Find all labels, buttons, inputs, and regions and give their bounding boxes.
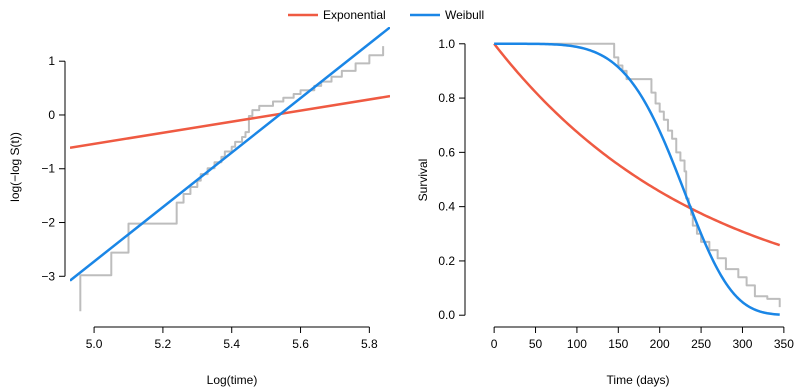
left-x-tick-label: 5.2 bbox=[155, 337, 172, 351]
right-x-tick-label: 200 bbox=[650, 337, 670, 351]
left-series-weibull bbox=[70, 27, 390, 282]
right-x-tick-label: 250 bbox=[691, 337, 711, 351]
right-y-tick-label: 0.6 bbox=[438, 145, 455, 159]
right-x-tick-label: 0 bbox=[491, 337, 498, 351]
right-y-tick-label: 1.0 bbox=[438, 37, 455, 51]
left-series-kaplan-meier bbox=[79, 46, 385, 312]
right-series-kaplan-meier bbox=[494, 42, 781, 308]
left-y-tick-label: −3 bbox=[41, 269, 55, 283]
survival-panel: Time (days) Survival 0 50 100 150 200 250 300 3… bbox=[416, 37, 794, 387]
left-y-tick-label: 1 bbox=[48, 54, 55, 68]
left-y-tick-label: −1 bbox=[41, 162, 55, 176]
left-y-tick-label: 0 bbox=[48, 108, 55, 122]
left-x-axis-title: Log(time) bbox=[207, 373, 258, 387]
left-x-tick-label: 5.0 bbox=[86, 337, 103, 351]
legend-label-weibull: Weibull bbox=[445, 8, 484, 22]
left-series-exponential bbox=[70, 94, 390, 150]
loglog-panel: Log(time) log(−log S(t)) 5.0 5.2 5.4 5.6 5.8… bbox=[8, 27, 390, 387]
right-x-tick-label: 50 bbox=[529, 337, 543, 351]
right-x-tick-label: 150 bbox=[608, 337, 628, 351]
left-y-axis-title: log(−log S(t)) bbox=[8, 132, 22, 202]
right-series-weibull bbox=[494, 42, 780, 316]
right-y-tick-label: 0.8 bbox=[438, 91, 455, 105]
left-x-tick-label: 5.6 bbox=[292, 337, 309, 351]
right-x-tick-label: 100 bbox=[567, 337, 587, 351]
legend-label-exponential: Exponential bbox=[323, 8, 386, 22]
right-y-tick-label: 0.4 bbox=[438, 200, 455, 214]
left-x-tick-label: 5.4 bbox=[223, 337, 240, 351]
legend: Exponential Weibull bbox=[288, 8, 484, 22]
right-y-tick-label: 0.2 bbox=[438, 254, 455, 268]
left-x-tick-label: 5.8 bbox=[361, 337, 378, 351]
right-plot-area: 0 50 100 150 200 250 300 350 0.0 0.2 0.4 0.6 0.8 1.0 bbox=[438, 37, 794, 351]
right-series-exponential bbox=[493, 43, 781, 247]
right-y-tick-label: 0.0 bbox=[438, 308, 455, 322]
right-x-axis-title: Time (days) bbox=[607, 373, 670, 387]
right-y-axis-title: Survival bbox=[416, 159, 430, 202]
right-x-tick-label: 300 bbox=[732, 337, 752, 351]
left-y-tick-label: −2 bbox=[41, 216, 55, 230]
left-plot-area: 5.0 5.2 5.4 5.6 5.8 −3 −2 −1 0 1 bbox=[41, 27, 390, 351]
right-x-tick-label: 350 bbox=[774, 337, 794, 351]
